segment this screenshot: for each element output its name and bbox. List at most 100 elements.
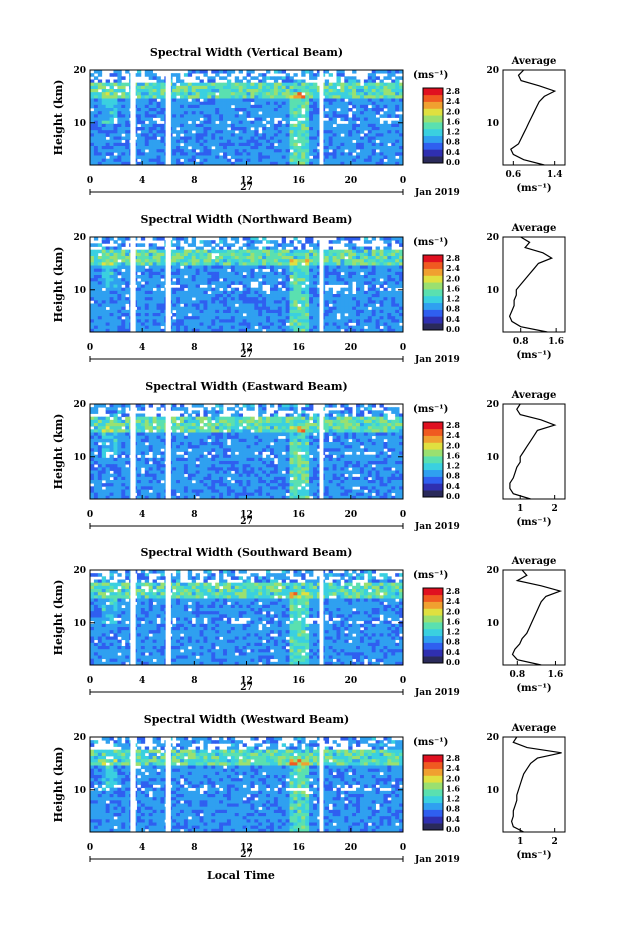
colorbar-frame bbox=[422, 87, 444, 164]
colorbar-segment bbox=[423, 135, 443, 143]
day-label: 27 bbox=[240, 683, 253, 693]
avg-y-tick-label: 10 bbox=[486, 286, 499, 296]
avg-profile-line bbox=[510, 69, 557, 166]
colorbar-segment bbox=[423, 462, 443, 471]
data-gap bbox=[165, 404, 171, 499]
avg-x-tick-label: 1.6 bbox=[548, 337, 564, 347]
colorbar-tick-label: 0.0 bbox=[446, 657, 460, 667]
x-tick-label: 0 bbox=[400, 510, 406, 520]
heatmap bbox=[90, 737, 404, 833]
panel-title: Spectral Width (Westward Beam) bbox=[144, 713, 349, 726]
colorbar-tick-label: 0.8 bbox=[446, 471, 460, 481]
colorbar-frame bbox=[422, 421, 444, 498]
colorbar-segment bbox=[423, 316, 443, 324]
y-axis-label: Height (km) bbox=[52, 247, 65, 323]
colorbar-tick-label: 0.0 bbox=[446, 324, 460, 334]
avg-profile-line bbox=[511, 569, 563, 666]
avg-profile-line bbox=[510, 736, 562, 833]
avg-x-tick-label: 1 bbox=[517, 837, 523, 847]
colorbar-segment bbox=[423, 761, 443, 769]
colorbar-segment bbox=[423, 635, 443, 643]
y-tick-label: 10 bbox=[73, 453, 86, 463]
colorbar-segment bbox=[423, 442, 443, 450]
colorbar-segment bbox=[423, 422, 443, 430]
avg-frame bbox=[502, 736, 566, 833]
x-tick-label: 16 bbox=[292, 676, 305, 686]
colorbar-segment bbox=[423, 601, 443, 609]
colorbar-segment bbox=[423, 809, 443, 817]
colorbar-segment bbox=[423, 816, 443, 824]
x-tick-label: 0 bbox=[400, 843, 406, 853]
avg-y-tick-label: 20 bbox=[486, 233, 499, 243]
colorbar-segment bbox=[423, 782, 443, 790]
avg-frame bbox=[502, 403, 566, 500]
avg-title: Average bbox=[511, 723, 557, 734]
x-tick-label: 16 bbox=[292, 510, 305, 520]
colorbar-segment bbox=[423, 469, 443, 477]
data-gap bbox=[130, 237, 136, 332]
data-gap bbox=[165, 570, 171, 665]
colorbar-segment bbox=[423, 142, 443, 150]
colorbar-segment bbox=[423, 802, 443, 810]
avg-unit: (ms⁻¹) bbox=[516, 683, 551, 694]
colorbar-tick-label: 1.2 bbox=[446, 127, 460, 137]
colorbar-segment bbox=[423, 649, 443, 657]
colorbar-tick-label: 1.6 bbox=[446, 283, 460, 293]
avg-title: Average bbox=[511, 56, 557, 67]
avg-profile-line bbox=[509, 403, 557, 500]
avg-y-tick-label: 20 bbox=[486, 566, 499, 576]
y-tick-label: 10 bbox=[73, 286, 86, 296]
data-gap bbox=[130, 570, 136, 665]
heatmap bbox=[90, 70, 404, 166]
colorbar-tick-label: 2.8 bbox=[446, 420, 460, 430]
x-tick-label: 4 bbox=[139, 510, 145, 520]
y-tick-label: 10 bbox=[73, 786, 86, 796]
x-tick-label: 16 bbox=[292, 176, 305, 186]
colorbar-segment bbox=[423, 268, 443, 276]
colorbar-frame bbox=[422, 254, 444, 331]
colorbar-segment bbox=[423, 594, 443, 602]
data-gap bbox=[319, 570, 324, 665]
day-label: 27 bbox=[240, 350, 253, 360]
colorbar-segment bbox=[423, 588, 443, 596]
colorbar-tick-label: 2.8 bbox=[446, 753, 460, 763]
avg-title: Average bbox=[511, 556, 557, 567]
data-gap bbox=[319, 70, 324, 165]
x-tick-label: 16 bbox=[292, 843, 305, 853]
x-tick-label: 4 bbox=[139, 343, 145, 353]
colorbar-tick-label: 0.4 bbox=[446, 147, 460, 157]
avg-y-tick-label: 20 bbox=[486, 66, 499, 76]
data-gap bbox=[130, 70, 136, 165]
avg-x-tick-label: 0.6 bbox=[505, 170, 521, 180]
footer-xlabel: Local Time bbox=[207, 869, 275, 882]
avg-unit: (ms⁻¹) bbox=[516, 350, 551, 361]
colorbar-tick-label: 0.0 bbox=[446, 157, 460, 167]
x-tick-label: 4 bbox=[139, 843, 145, 853]
y-tick-label: 20 bbox=[73, 733, 86, 743]
date-label: Jan 2019 bbox=[414, 522, 460, 532]
colorbar-tick-label: 2.0 bbox=[446, 606, 460, 616]
heatmap bbox=[90, 237, 404, 333]
colorbar-unit: (ms⁻¹) bbox=[413, 737, 448, 748]
colorbar-tick-label: 0.4 bbox=[446, 314, 460, 324]
x-tick-label: 12 bbox=[240, 343, 253, 353]
x-tick-label: 20 bbox=[345, 510, 358, 520]
date-label: Jan 2019 bbox=[414, 355, 460, 365]
colorbar-segment bbox=[423, 156, 443, 164]
colorbar-tick-label: 2.8 bbox=[446, 86, 460, 96]
colorbar-tick-label: 1.6 bbox=[446, 116, 460, 126]
panel-title: Spectral Width (Vertical Beam) bbox=[150, 46, 343, 59]
colorbar-segment bbox=[423, 128, 443, 137]
heatmap bbox=[90, 570, 404, 666]
avg-x-tick-label: 1.6 bbox=[548, 670, 564, 680]
colorbar-tick-label: 1.6 bbox=[446, 783, 460, 793]
colorbar-tick-label: 0.8 bbox=[446, 304, 460, 314]
x-tick-label: 8 bbox=[191, 176, 197, 186]
y-axis-label: Height (km) bbox=[52, 580, 65, 656]
x-tick-label: 20 bbox=[345, 843, 358, 853]
colorbar-frame bbox=[422, 754, 444, 831]
data-gap bbox=[165, 70, 171, 165]
avg-frame bbox=[502, 69, 566, 166]
